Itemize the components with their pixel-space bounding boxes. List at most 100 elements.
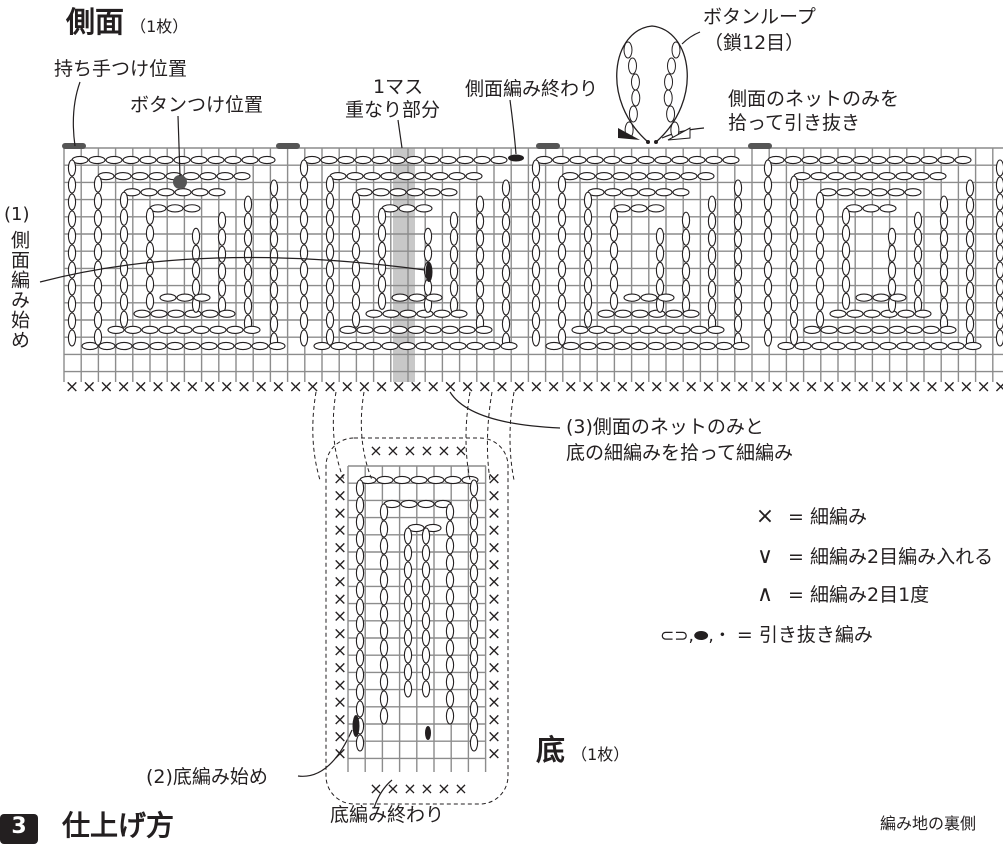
sc-mark: ×	[333, 503, 347, 523]
chain-oval	[407, 325, 425, 335]
chain-oval	[421, 527, 431, 545]
sc-mark: ×	[959, 377, 973, 397]
chain-oval	[887, 244, 897, 262]
chain-oval	[655, 227, 665, 245]
chain-oval	[351, 208, 361, 226]
chain-oval	[93, 226, 103, 244]
chain-oval	[157, 188, 175, 197]
chain-oval	[405, 155, 423, 165]
sc-mark: ×	[873, 377, 887, 397]
chain-oval	[67, 295, 77, 313]
chain-oval	[421, 561, 431, 579]
chain-oval	[841, 275, 851, 293]
chain-oval	[337, 155, 355, 165]
sc-mark: ×	[65, 377, 79, 397]
sc-mark: ×	[386, 441, 399, 460]
chain-oval	[557, 277, 567, 295]
chain-oval	[655, 188, 673, 197]
sc-mark: ×	[976, 377, 990, 397]
sc-mark: ×	[478, 377, 492, 397]
chain-oval	[403, 595, 413, 613]
sc-mark: ×	[615, 377, 629, 397]
chain-oval	[562, 341, 580, 351]
chain-oval	[628, 57, 638, 75]
chain-oval	[217, 211, 227, 229]
chain-oval	[623, 293, 641, 302]
chain-oval	[299, 312, 309, 330]
chain-oval	[421, 663, 431, 681]
chain-oval	[603, 155, 621, 165]
chain-oval	[226, 325, 244, 335]
chain-oval	[569, 155, 587, 165]
chain-oval	[410, 475, 428, 485]
chain-oval	[119, 191, 129, 209]
sc-mark: ×	[403, 779, 416, 798]
chain-oval	[67, 278, 77, 296]
chain-oval	[801, 155, 819, 165]
chain-oval	[613, 341, 631, 351]
chain-oval	[325, 294, 335, 312]
chain-oval	[588, 325, 606, 335]
chain-oval	[88, 155, 106, 165]
chain-oval	[887, 261, 897, 279]
sc-mark: ×	[487, 624, 501, 644]
chain-oval	[681, 341, 699, 351]
chain-oval	[828, 341, 846, 351]
chain-oval	[133, 309, 151, 318]
step-badge: 3	[0, 814, 38, 844]
chain-oval	[896, 341, 914, 351]
chain-oval	[379, 622, 389, 640]
chain-oval	[391, 293, 409, 302]
chain-oval	[414, 171, 432, 181]
chain-oval	[475, 246, 485, 264]
chain-oval	[403, 663, 413, 681]
chain-oval	[269, 281, 279, 299]
chain-oval	[861, 171, 879, 181]
chain-oval	[681, 279, 691, 297]
chain-oval	[433, 309, 451, 318]
connector-dashed	[332, 391, 345, 481]
chain-oval	[421, 629, 431, 647]
bottom-outline	[325, 437, 509, 805]
chain-oval	[995, 193, 1003, 211]
chain-oval	[351, 276, 361, 294]
chain-oval	[789, 277, 799, 295]
chain-oval	[815, 259, 825, 277]
sc-mark: ×	[994, 377, 1003, 397]
chain-oval	[939, 325, 957, 335]
sc-mark: ×	[598, 377, 612, 397]
chain-oval	[107, 325, 125, 335]
chain-oval	[880, 309, 898, 318]
chain-oval	[929, 171, 947, 181]
chain-oval	[379, 707, 389, 725]
chain-oval	[379, 656, 389, 674]
chain-oval	[818, 155, 836, 165]
button-dot	[173, 175, 187, 189]
chain-oval	[913, 262, 923, 280]
chain-oval	[119, 276, 129, 294]
leader-line	[72, 81, 81, 147]
chain-oval	[217, 228, 227, 246]
chain-oval	[140, 188, 158, 197]
chain-oval	[299, 159, 309, 177]
leader-line	[449, 391, 561, 429]
sc-mark: ×	[134, 377, 148, 397]
sc-mark: ×	[839, 377, 853, 397]
chain-oval	[557, 328, 567, 346]
chain-oval	[628, 105, 638, 123]
chain-oval	[501, 281, 511, 299]
chain-oval	[243, 280, 253, 298]
sc-mark: ×	[487, 589, 501, 609]
chain-oval	[351, 242, 361, 260]
leader-line	[39, 256, 426, 283]
chain-oval	[531, 159, 541, 177]
sc-mark: ×	[271, 377, 285, 397]
bottom-start-label: (2)底編み始め	[146, 766, 268, 788]
chain-oval	[355, 513, 365, 531]
handle-marker	[276, 143, 300, 149]
chain-oval	[707, 280, 717, 298]
chain-oval	[389, 188, 407, 197]
chain-oval	[733, 196, 743, 214]
chain-oval	[854, 325, 872, 335]
chain-oval	[415, 204, 433, 213]
